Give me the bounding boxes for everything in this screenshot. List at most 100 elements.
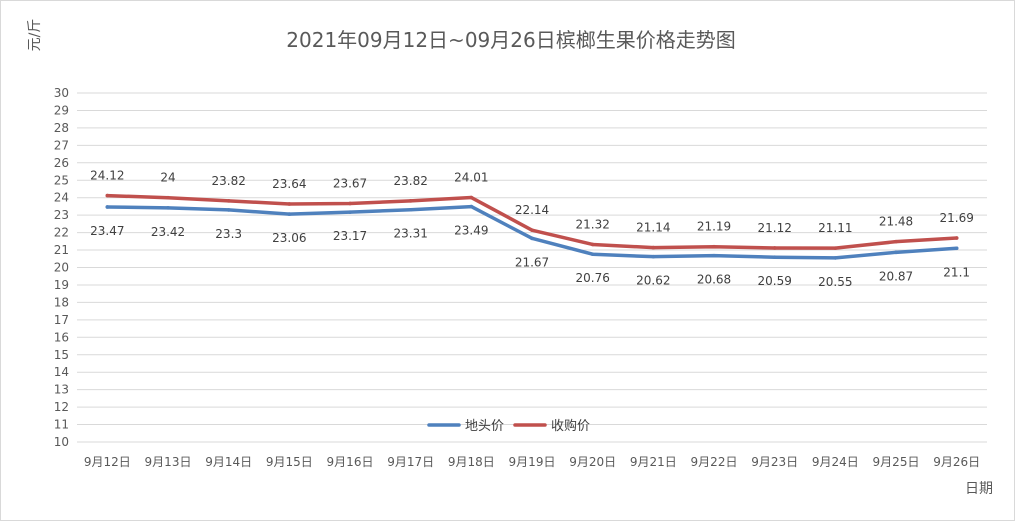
legend: 地头价 收购价 — [427, 418, 590, 434]
data-point — [408, 207, 413, 212]
x-tick-label: 9月18日 — [448, 455, 495, 469]
x-tick-label: 9月21日 — [630, 455, 677, 469]
y-tick-label: 23 — [54, 208, 69, 222]
data-label: 23.82 — [211, 174, 245, 188]
data-label: 21.69 — [939, 211, 973, 225]
data-label: 21.12 — [757, 221, 791, 235]
data-point — [408, 199, 413, 203]
data-point — [105, 205, 110, 209]
y-tick-label: 22 — [54, 226, 69, 240]
data-point — [530, 228, 534, 232]
data-point — [348, 201, 352, 206]
data-point — [833, 246, 838, 250]
x-tick-label: 9月14日 — [205, 455, 252, 469]
data-label: 21.67 — [515, 255, 549, 269]
data-label: 23.67 — [333, 176, 367, 190]
data-labels: 23.47 23.42 23.3 23.06 23.17 23.31 23.49 21.67 2… — [90, 169, 974, 289]
data-point — [894, 239, 898, 244]
data-label: 21.48 — [879, 215, 913, 229]
y-axis-ticks: 10 11 12 13 14 15 16 17 18 19 20 21 22 23 24 25 26 27 28 29… — [54, 86, 69, 449]
data-point — [226, 208, 231, 212]
data-label: 20.68 — [697, 273, 731, 287]
data-label: 23.42 — [151, 225, 185, 239]
data-point — [105, 193, 110, 198]
data-point — [469, 195, 474, 200]
data-point — [954, 246, 959, 251]
data-point — [954, 236, 959, 240]
data-point — [894, 250, 898, 255]
data-point — [348, 210, 352, 214]
data-label: 21.32 — [575, 217, 609, 231]
y-tick-label: 28 — [54, 121, 69, 135]
y-tick-label: 13 — [54, 383, 69, 397]
data-point — [530, 236, 534, 241]
x-tick-label: 9月13日 — [145, 455, 192, 469]
data-label: 24.12 — [90, 169, 124, 183]
y-tick-label: 26 — [54, 156, 69, 170]
data-label: 24 — [160, 171, 175, 185]
y-tick-label: 14 — [54, 365, 69, 379]
x-tick-label: 9月22日 — [691, 455, 738, 469]
data-label: 24.01 — [454, 171, 488, 185]
data-label: 21.11 — [818, 221, 852, 235]
x-tick-label: 9月23日 — [751, 455, 798, 469]
y-tick-label: 12 — [54, 400, 69, 414]
data-label: 23.64 — [272, 177, 306, 191]
data-point — [469, 204, 474, 209]
y-tick-label: 19 — [54, 278, 69, 292]
x-tick-label: 9月24日 — [812, 455, 859, 469]
data-label: 23.06 — [272, 231, 306, 245]
x-axis-ticks: 9月12日 9月13日 9月14日 9月15日 9月16日 9月17日 9月18日 9月19日… — [84, 455, 980, 469]
data-point — [287, 202, 292, 206]
data-point — [833, 256, 838, 260]
y-tick-label: 24 — [54, 191, 69, 205]
data-point — [226, 199, 231, 203]
data-point — [590, 242, 595, 247]
legend-entry: 收购价 — [551, 418, 590, 434]
data-label: 23.31 — [393, 227, 427, 241]
y-axis-label: 元/斤 — [27, 19, 43, 52]
y-tick-label: 16 — [54, 330, 69, 344]
data-label: 21.19 — [697, 220, 731, 234]
x-axis-label: 日期 — [965, 481, 993, 497]
x-tick-label: 9月26日 — [933, 455, 980, 469]
data-point — [651, 245, 656, 250]
data-point — [651, 254, 656, 259]
data-label: 20.62 — [636, 274, 670, 288]
x-tick-label: 9月20日 — [569, 455, 616, 469]
data-point — [166, 195, 170, 200]
data-label: 20.76 — [575, 271, 609, 285]
y-tick-label: 11 — [54, 418, 69, 432]
data-label: 21.1 — [943, 265, 970, 279]
x-tick-label: 9月25日 — [873, 455, 920, 469]
series-group — [105, 193, 959, 260]
y-tick-label: 27 — [54, 138, 69, 152]
x-tick-label: 9月12日 — [84, 455, 131, 469]
data-point — [166, 206, 170, 210]
y-tick-label: 18 — [54, 295, 69, 309]
data-label: 20.55 — [818, 275, 852, 289]
data-label: 22.14 — [515, 203, 549, 217]
data-point — [772, 255, 777, 260]
y-tick-label: 29 — [54, 103, 69, 117]
x-tick-label: 9月17日 — [387, 455, 434, 469]
data-label: 20.59 — [757, 274, 791, 288]
data-point — [287, 212, 292, 216]
data-label: 23.3 — [215, 227, 242, 241]
data-point — [712, 253, 716, 258]
gridlines — [77, 92, 987, 443]
data-point — [772, 246, 777, 250]
x-tick-label: 9月19日 — [509, 455, 556, 469]
y-tick-label: 10 — [54, 435, 69, 449]
data-label: 20.87 — [879, 269, 913, 283]
data-point — [712, 244, 716, 249]
data-label: 23.47 — [90, 224, 124, 238]
data-point — [590, 252, 595, 257]
y-tick-label: 21 — [54, 243, 69, 257]
data-label: 23.17 — [333, 229, 367, 243]
data-label: 23.49 — [454, 224, 488, 238]
legend-entry: 地头价 — [465, 419, 504, 434]
y-tick-label: 25 — [54, 173, 69, 187]
